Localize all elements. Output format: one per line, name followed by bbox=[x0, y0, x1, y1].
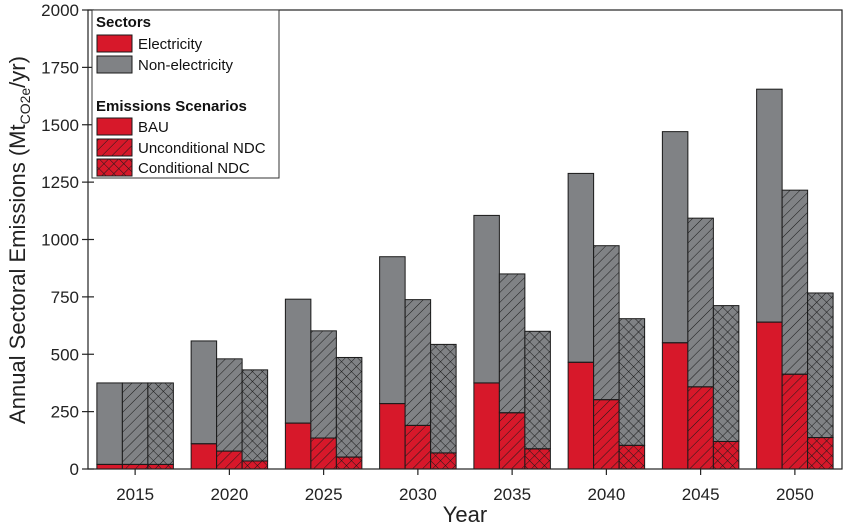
bar-bau-2030-non-electricity bbox=[379, 256, 406, 404]
legend-sectors-title: Sectors bbox=[96, 14, 151, 31]
bar-bau-2050-electricity bbox=[756, 322, 783, 469]
bar-conditional-ndc-2050-pattern bbox=[807, 292, 834, 469]
y-tick-label-250: 250 bbox=[51, 403, 79, 422]
x-tick-label-2045: 2045 bbox=[682, 485, 720, 504]
legend-swatch-conditional-ndc-pattern bbox=[97, 159, 132, 176]
legend: Sectors Electricity Non-electricity Emis… bbox=[91, 9, 280, 179]
bar-conditional-ndc-2020-pattern bbox=[242, 369, 268, 469]
x-tick-label-2040: 2040 bbox=[587, 485, 625, 504]
x-tick-label-2030: 2030 bbox=[399, 485, 437, 504]
bar-unconditional-ndc-2040-pattern bbox=[593, 245, 620, 469]
bar-bau-2030-electricity bbox=[379, 403, 406, 469]
bar-bau-2035-non-electricity bbox=[473, 215, 500, 383]
bar-conditional-ndc-2030-pattern bbox=[430, 344, 457, 469]
bar-group-2020 bbox=[190, 340, 269, 470]
bar-bau-2015-electricity bbox=[96, 464, 123, 469]
bar-bau-2040-electricity bbox=[568, 362, 594, 469]
bar-bau-2050-non-electricity bbox=[756, 89, 783, 323]
y-tick-label-1000: 1000 bbox=[41, 231, 79, 250]
y-tick-label-0: 0 bbox=[70, 460, 79, 479]
y-axis-title-subscript: CO2e bbox=[17, 88, 33, 125]
bar-group-2035 bbox=[473, 214, 551, 470]
svg-text:Annual Sectoral Emissions (MtC: Annual Sectoral Emissions (MtCO2e/yr) bbox=[5, 56, 33, 424]
x-tick-label-2050: 2050 bbox=[776, 485, 814, 504]
legend-label-non-electricity: Non-electricity bbox=[138, 57, 234, 74]
bar-unconditional-ndc-2030-pattern bbox=[405, 299, 431, 469]
bar-bau-2045-electricity bbox=[662, 342, 688, 469]
bar-bau-2040-non-electricity bbox=[568, 173, 594, 363]
bar-bau-2020-non-electricity bbox=[191, 340, 217, 444]
y-tick-label-1250: 1250 bbox=[41, 173, 79, 192]
bar-conditional-ndc-2045-pattern bbox=[713, 305, 739, 469]
legend-label-unconditional-ndc: Unconditional NDC bbox=[138, 140, 266, 157]
legend-swatch-non-electricity bbox=[96, 55, 133, 74]
legend-label-conditional-ndc: Conditional NDC bbox=[138, 160, 250, 177]
y-tick-label-1750: 1750 bbox=[41, 58, 79, 77]
bar-bau-2045-non-electricity bbox=[662, 131, 688, 343]
bar-bau-2015-non-electricity bbox=[96, 382, 123, 465]
bar-bau-2035-electricity bbox=[473, 382, 500, 469]
bar-groups bbox=[96, 88, 834, 470]
bar-group-2040 bbox=[567, 172, 646, 470]
axes: 0 250 500 750 1000 1250 1500 1750 2000 2015 2020 20… bbox=[41, 1, 843, 504]
legend-swatch-bau bbox=[96, 117, 133, 136]
bar-conditional-ndc-2025-pattern bbox=[336, 357, 362, 469]
y-tick-label-500: 500 bbox=[51, 345, 79, 364]
bar-conditional-ndc-2040-pattern bbox=[619, 318, 645, 469]
bar-unconditional-ndc-2050-pattern bbox=[782, 190, 808, 469]
bar-unconditional-ndc-2015-pattern bbox=[122, 382, 148, 469]
legend-label-electricity: Electricity bbox=[138, 36, 203, 53]
bar-bau-2025-non-electricity bbox=[285, 299, 311, 424]
y-axis-title-main: Annual Sectoral Emissions (Mt bbox=[5, 124, 30, 424]
y-axis-title-end: /yr) bbox=[5, 56, 30, 88]
bar-unconditional-ndc-2025-pattern bbox=[310, 330, 337, 469]
bar-conditional-ndc-2015-pattern bbox=[147, 382, 174, 469]
x-tick-label-2025: 2025 bbox=[305, 485, 343, 504]
bar-unconditional-ndc-2035-pattern bbox=[499, 273, 525, 469]
legend-swatch-electricity bbox=[96, 34, 133, 53]
y-axis-title: Annual Sectoral Emissions (MtCO2e/yr) bbox=[5, 56, 33, 424]
bar-group-2050 bbox=[756, 88, 834, 470]
bar-conditional-ndc-2035-pattern bbox=[524, 331, 551, 469]
bar-group-2025 bbox=[284, 298, 363, 470]
y-tick-label-1500: 1500 bbox=[41, 116, 79, 135]
bar-unconditional-ndc-2045-pattern bbox=[687, 218, 714, 469]
legend-swatch-unconditional-ndc-pattern bbox=[97, 139, 132, 156]
bar-bau-2020-electricity bbox=[191, 443, 217, 469]
y-tick-label-2000: 2000 bbox=[41, 1, 79, 20]
x-tick-label-2020: 2020 bbox=[210, 485, 248, 504]
x-axis-title: Year bbox=[443, 502, 487, 527]
bar-group-2045 bbox=[661, 131, 740, 470]
bar-bau-2025-electricity bbox=[285, 423, 311, 469]
y-tick-label-750: 750 bbox=[51, 288, 79, 307]
legend-label-bau: BAU bbox=[138, 119, 169, 136]
x-tick-label-2035: 2035 bbox=[493, 485, 531, 504]
x-tick-label-2015: 2015 bbox=[116, 485, 154, 504]
bar-group-2030 bbox=[379, 256, 457, 470]
bar-group-2015 bbox=[96, 382, 174, 470]
legend-scenarios-title: Emissions Scenarios bbox=[96, 98, 247, 115]
bar-unconditional-ndc-2020-pattern bbox=[216, 358, 243, 469]
